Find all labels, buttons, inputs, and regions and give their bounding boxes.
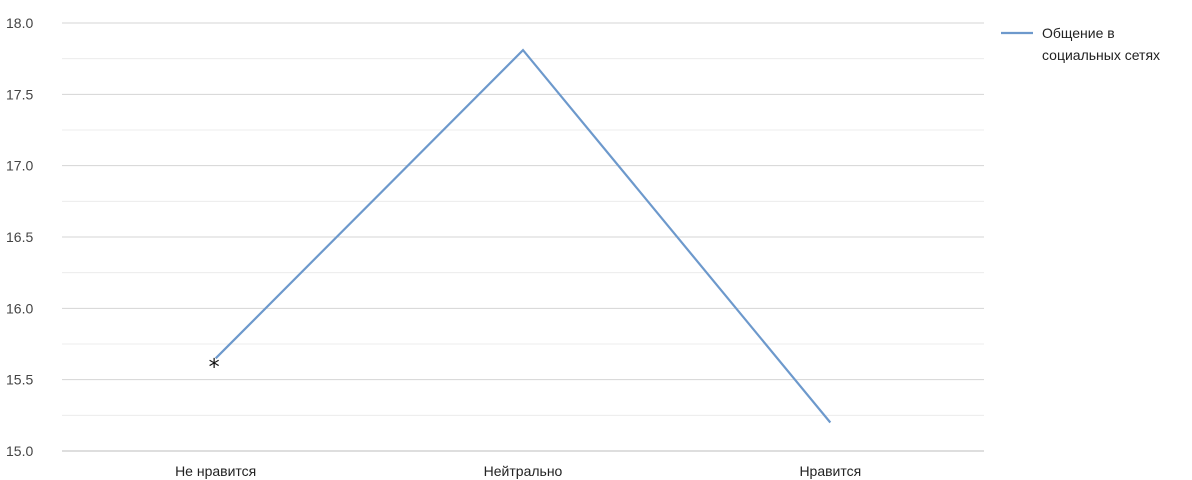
x-category-label: Нравится: [799, 463, 861, 479]
x-category-label: Нейтрально: [484, 463, 563, 479]
series-line: [214, 48, 832, 424]
y-axis: 15.0 15.5 16.0 16.5 17.0 17.5 18.0: [6, 15, 33, 459]
y-tick-label: 17.5: [6, 86, 33, 102]
y-tick-label: 16.0: [6, 300, 33, 316]
legend: Общение в социальных сетях: [1001, 25, 1160, 63]
series-layer: [214, 48, 832, 424]
x-axis: Не нравится Нейтрально Нравится: [175, 463, 861, 479]
annotation-asterisk: *: [209, 355, 220, 380]
x-category-label: Не нравится: [175, 463, 256, 479]
y-tick-label: 15.0: [6, 443, 33, 459]
legend-label: Общение в социальных сетях: [1042, 25, 1160, 63]
annotations-layer: *: [209, 355, 220, 380]
legend-label-line: социальных сетях: [1042, 47, 1160, 63]
legend-label-line: Общение в: [1042, 25, 1115, 41]
y-tick-label: 17.0: [6, 158, 33, 174]
grid-lines: [62, 22, 984, 452]
y-tick-label: 15.5: [6, 372, 33, 388]
y-tick-label: 16.5: [6, 229, 33, 245]
y-tick-label: 18.0: [6, 15, 33, 31]
